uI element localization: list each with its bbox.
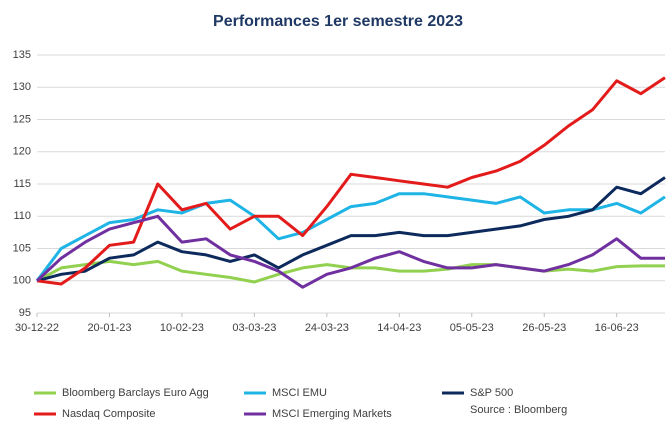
source-note: Source : Bloomberg [470, 404, 567, 416]
legend-label: Bloomberg Barclays Euro Agg [62, 387, 209, 399]
legend-label: S&P 500 [470, 387, 513, 399]
chart-title: Performances 1er semestre 2023 [213, 13, 463, 30]
y-tick-label: 135 [13, 49, 31, 61]
x-tick-label: 03-03-23 [232, 322, 276, 334]
series-line [35, 214, 665, 289]
y-tick-label: 115 [13, 178, 31, 190]
x-tick-label: 26-05-23 [522, 322, 566, 334]
legend-label: Nasdaq Composite [62, 408, 156, 420]
y-tick-label: 130 [13, 81, 31, 93]
x-tick-label: 20-01-23 [87, 322, 131, 334]
legend: Bloomberg Barclays Euro Agg MSCI EMU S&P 5… [34, 387, 513, 420]
series-line [36, 76, 666, 286]
legend-label: MSCI Emerging Markets [272, 408, 392, 420]
legend-label: MSCI EMU [272, 387, 327, 399]
grid [37, 54, 665, 314]
plot-lines [35, 76, 666, 289]
y-tick-label: 100 [13, 275, 31, 287]
x-tick-label: 16-06-23 [595, 322, 639, 334]
x-tick-label: 10-02-23 [160, 322, 204, 334]
y-tick-label: 125 [13, 113, 31, 125]
x-tick-label: 30-12-22 [15, 322, 59, 334]
y-tick-label: 95 [19, 307, 31, 319]
y-tick-label: 110 [13, 210, 31, 222]
x-tick-label: 14-04-23 [377, 322, 421, 334]
y-tick-label: 120 [13, 146, 31, 158]
axes: 95 100 105 110 115 120 125 130 135 30-12-22 20-01-… [13, 49, 639, 334]
series-line [36, 176, 666, 283]
x-tick-label: 05-05-23 [450, 322, 494, 334]
y-tick-label: 105 [13, 242, 31, 254]
x-tick-label: 24-03-23 [305, 322, 349, 334]
series-line [35, 192, 666, 282]
